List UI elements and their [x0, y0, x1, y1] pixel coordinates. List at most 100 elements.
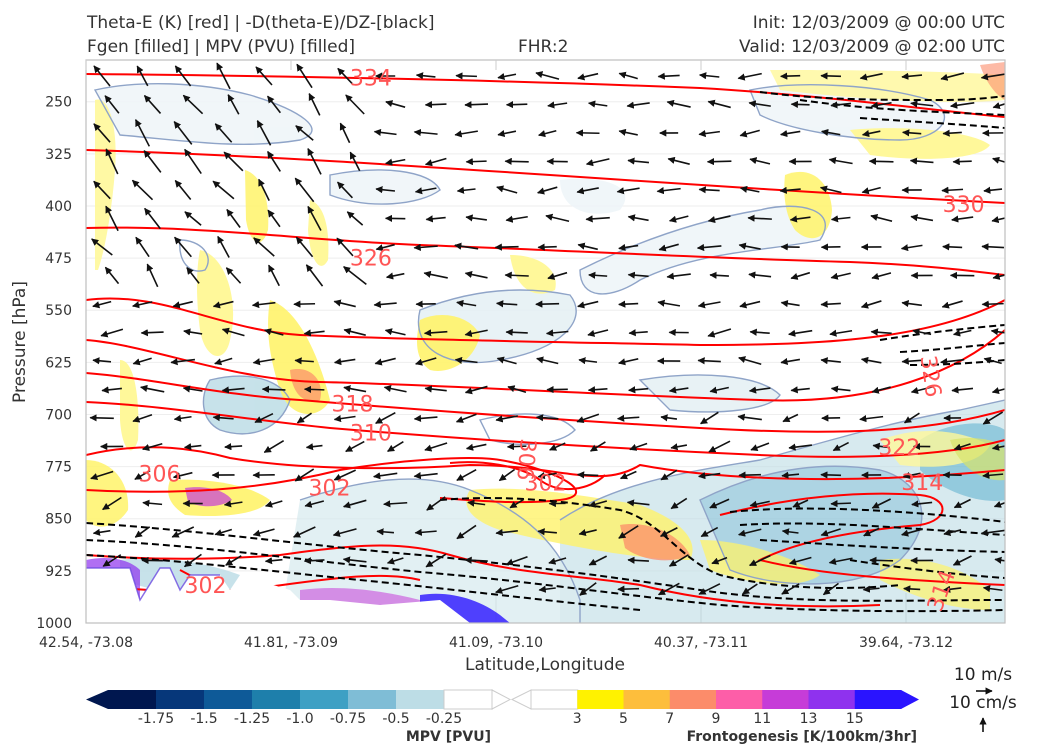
- fgen-colorbar-swatch: [762, 690, 809, 709]
- wind-vector: [781, 471, 800, 479]
- wind-vector: [982, 471, 1004, 479]
- wind-vector: [251, 300, 276, 309]
- wind-vector: [911, 500, 933, 508]
- wind-vector: [901, 357, 922, 365]
- wind-vector: [174, 179, 192, 201]
- wind-vector: [616, 414, 640, 422]
- wind-vector: [305, 443, 323, 451]
- wind-vector: [497, 129, 517, 138]
- wind-vector: [780, 72, 801, 80]
- wind-vector: [739, 129, 760, 138]
- wind-vector: [588, 555, 608, 566]
- wind-vector: [868, 157, 894, 165]
- wind-vector: [296, 63, 313, 89]
- wind-vector: [140, 329, 164, 337]
- wind-vector: [264, 500, 283, 508]
- wind-vector: [456, 299, 477, 307]
- fgen-colorbar-swatch: [808, 690, 856, 709]
- theta-e-label: 330: [943, 193, 985, 218]
- wind-vector: [748, 271, 772, 279]
- wind-vector: [587, 100, 608, 108]
- wind-vector: [578, 529, 597, 537]
- wind-vector: [738, 471, 761, 479]
- mpv-colorbar-tick: -0.25: [426, 711, 462, 727]
- theta-e-322-line: [86, 329, 1005, 402]
- wind-vector: [294, 177, 315, 203]
- wind-vector: [509, 498, 525, 509]
- mpv-colorbar-swatches: [86, 689, 512, 710]
- theta-e-label: 302: [309, 476, 351, 501]
- wind-vector: [861, 186, 881, 195]
- wind-vector: [337, 181, 353, 199]
- wind-vector: [910, 214, 934, 222]
- wind-vector: [221, 386, 245, 394]
- wind-vector: [171, 526, 195, 538]
- wind-vector: [384, 328, 406, 336]
- fgen-colorbar-swatch: [669, 690, 717, 709]
- wind-key-vertical-label: 10 cm/s: [949, 693, 1017, 713]
- wind-vector: [174, 65, 192, 87]
- fgen-colorbar-tick: 5: [619, 711, 628, 727]
- wind-vector: [952, 555, 972, 566]
- wind-vector: [214, 123, 233, 143]
- wind-vector: [628, 386, 649, 394]
- stability-line-mid-3: [909, 359, 1005, 366]
- mpv-outline-6: [749, 84, 946, 141]
- fgen-colorbar-max-triangle: [901, 690, 919, 709]
- wind-vector: [657, 72, 680, 80]
- wind-vector: [748, 386, 771, 394]
- wind-vector: [618, 128, 638, 136]
- wind-vector: [910, 386, 933, 395]
- wind-vector: [627, 157, 650, 165]
- fgen-colorbar-tick: 15: [846, 711, 864, 727]
- stability-contours: [86, 91, 1005, 613]
- wind-vector: [267, 209, 281, 228]
- wind-vector: [618, 243, 639, 252]
- wind-vector: [465, 158, 487, 166]
- x-tick-label: 40.37, -73.11: [654, 635, 748, 651]
- wind-vector: [902, 129, 922, 137]
- wind-vector: [414, 528, 437, 536]
- mpv-colorbar: -1.75 -1.5 -1.25 -1.0 -0.75 -0.5 -0.25 MPV [PV…: [86, 689, 512, 745]
- theta-e-label: 334: [350, 66, 392, 91]
- wind-vector: [495, 415, 518, 423]
- wind-vector: [859, 415, 884, 423]
- y-tick-label: 1000: [36, 616, 72, 632]
- wind-vector: [537, 471, 557, 480]
- wind-vector: [700, 411, 719, 425]
- wind-vector: [738, 356, 762, 366]
- wind-vector: [537, 243, 557, 251]
- wind-vector: [413, 471, 438, 480]
- wind-vector: [89, 414, 114, 422]
- wind-vector: [100, 328, 124, 338]
- wind-vector: [375, 186, 396, 194]
- theta-e-330-line: [86, 149, 1005, 204]
- wind-vector: [830, 272, 851, 280]
- y-tick-label: 400: [45, 199, 72, 215]
- wind-vector: [668, 554, 689, 567]
- wind-vector: [828, 157, 853, 165]
- wind-vector: [628, 329, 648, 337]
- wind-vector: [941, 300, 963, 309]
- wind-vector: [104, 95, 120, 114]
- wind-vector: [221, 327, 245, 337]
- theta-e-302b-line: [449, 461, 606, 491]
- wind-vector: [781, 583, 800, 595]
- fgen-colorbar-ticks: 3 5 7 9 11 13 15: [573, 711, 864, 727]
- wind-vector: [142, 442, 163, 451]
- wind-vector: [910, 100, 934, 108]
- wind-vector: [186, 267, 200, 284]
- wind-vector: [749, 157, 771, 165]
- wind-vector: [172, 471, 193, 480]
- mpv-colorbar-max-triangle: [491, 689, 512, 710]
- mpv-colorbar-swatch: [108, 690, 157, 709]
- fgen-colorbar-tick: 11: [753, 711, 771, 727]
- fgen-area-15: [185, 487, 232, 507]
- wind-vector: [345, 440, 365, 453]
- wind-vector: [627, 556, 649, 564]
- wind-vector: [263, 328, 284, 336]
- wind-vector: [953, 498, 971, 509]
- wind-vector: [737, 413, 762, 421]
